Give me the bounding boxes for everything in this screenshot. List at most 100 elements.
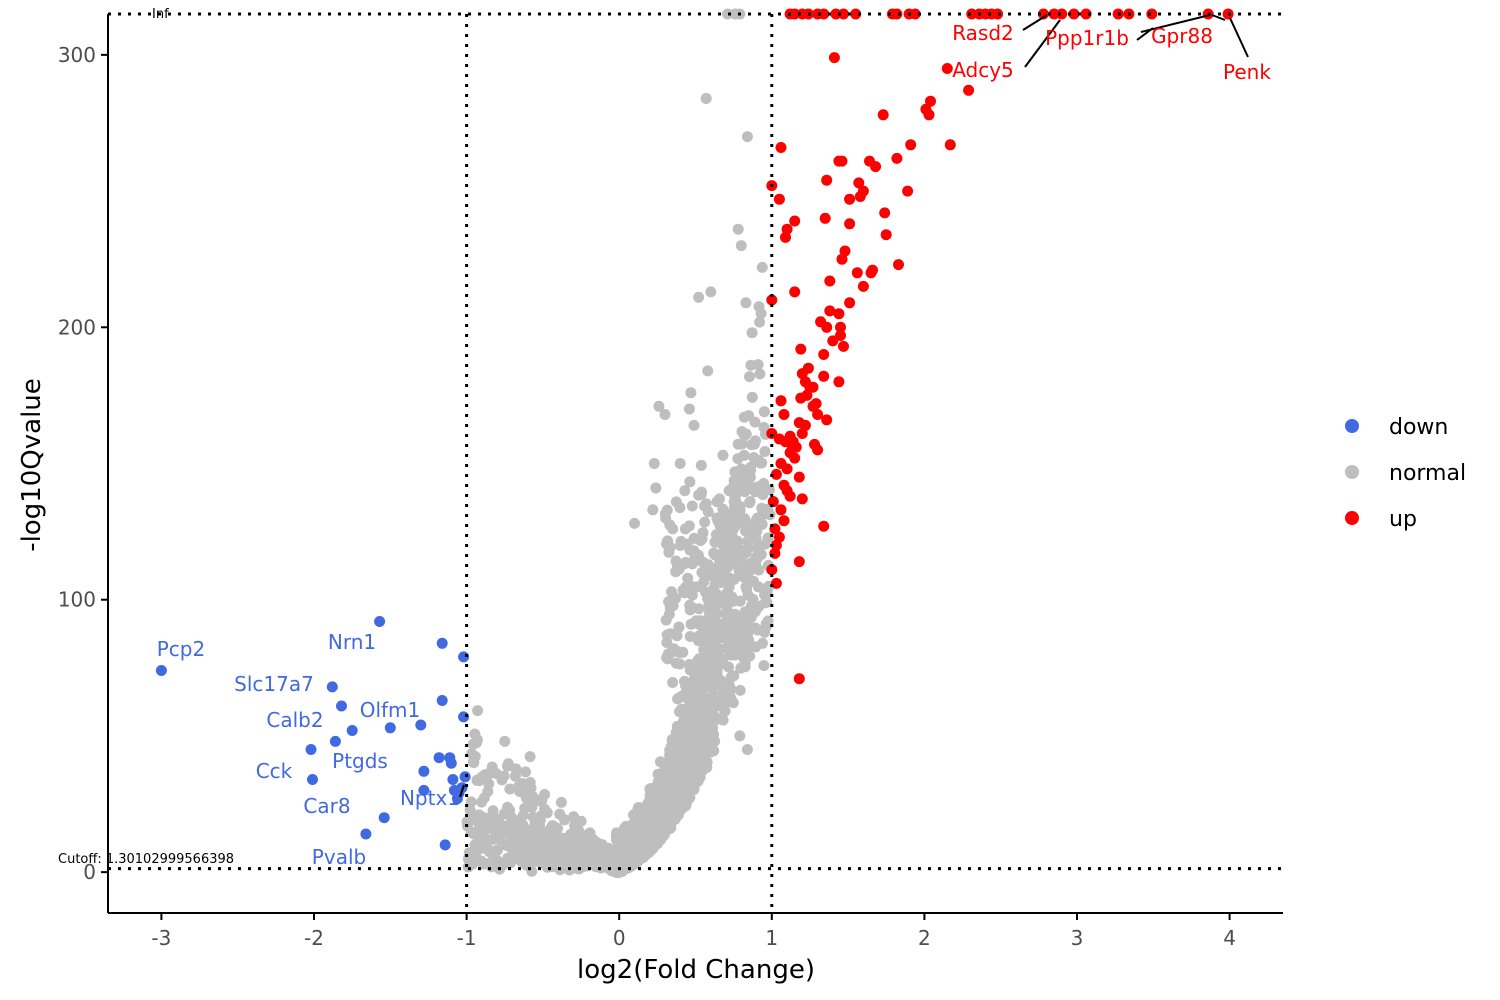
- normal-point: [685, 387, 697, 399]
- normal-point: [755, 549, 767, 560]
- up-point: [775, 395, 787, 407]
- normal-point: [728, 573, 740, 585]
- normal-point: [499, 735, 511, 747]
- gene-label: Slc17a7: [234, 672, 314, 696]
- gene-label: Gpr88: [1151, 24, 1213, 48]
- up-point: [925, 95, 936, 107]
- normal-point: [678, 738, 690, 750]
- normal-point: [555, 796, 567, 808]
- normal-point: [654, 806, 666, 818]
- x-tick-label: 1: [765, 926, 778, 950]
- gene-label: Pcp2: [157, 637, 205, 661]
- normal-point: [725, 649, 737, 661]
- down-point: [418, 765, 430, 777]
- normal-point: [702, 506, 714, 518]
- up-point: [857, 280, 869, 292]
- normal-point: [652, 768, 664, 780]
- normal-point: [738, 411, 750, 423]
- down-point: [384, 722, 396, 734]
- normal-point: [545, 847, 557, 859]
- up-point: [775, 142, 787, 153]
- normal-point: [523, 786, 535, 798]
- normal-point: [732, 517, 744, 529]
- gene-label: Nptx1: [400, 786, 460, 810]
- normal-point: [685, 722, 697, 734]
- down-point: [307, 774, 318, 785]
- normal-point: [489, 823, 501, 835]
- normal-point: [688, 419, 700, 431]
- normal-point: [653, 400, 665, 412]
- normal-point: [632, 802, 644, 814]
- normal-point: [529, 821, 540, 833]
- up-point: [766, 294, 778, 306]
- normal-point: [744, 371, 755, 383]
- up-point: [818, 8, 830, 20]
- normal-point: [518, 832, 530, 844]
- normal-point: [563, 840, 575, 852]
- normal-point: [698, 644, 710, 656]
- normal-point: [686, 589, 698, 601]
- down-point: [436, 637, 448, 649]
- up-point: [1068, 8, 1080, 20]
- normal-point: [530, 813, 542, 824]
- normal-point: [671, 630, 683, 642]
- label-leader-line: [459, 784, 465, 798]
- normal-point: [744, 650, 756, 662]
- normal-point: [506, 815, 518, 827]
- normal-point: [648, 458, 660, 469]
- normal-point: [754, 316, 766, 328]
- normal-point: [731, 552, 743, 564]
- normal-point: [608, 859, 620, 871]
- up-point: [879, 207, 891, 219]
- cutoff-label: Cutoff: 1.30102999566398: [58, 852, 234, 867]
- down-point: [360, 828, 372, 840]
- down-point: [436, 695, 448, 706]
- normal-point: [757, 637, 768, 649]
- up-point: [781, 223, 793, 235]
- normal-point: [688, 556, 700, 568]
- normal-point: [587, 833, 599, 845]
- up-point: [833, 376, 845, 388]
- normal-point: [728, 617, 740, 629]
- up-point: [992, 8, 1004, 20]
- axes: [107, 14, 1283, 914]
- up-point: [789, 8, 801, 20]
- down-point: [439, 839, 451, 851]
- normal-point: [666, 586, 677, 598]
- normal-point: [684, 604, 696, 616]
- up-point: [766, 428, 778, 439]
- normal-point: [575, 815, 587, 827]
- normal-point: [746, 439, 757, 451]
- normal-point: [654, 781, 666, 793]
- normal-point: [677, 795, 689, 807]
- label-leader-line: [1022, 14, 1048, 31]
- down-point: [447, 774, 459, 785]
- normal-point: [714, 493, 725, 505]
- normal-point: [748, 575, 759, 587]
- normal-point: [486, 861, 497, 873]
- normal-point: [662, 648, 674, 660]
- normal-point: [738, 565, 750, 577]
- up-point: [830, 8, 842, 20]
- normal-point: [694, 753, 706, 764]
- normal-point: [693, 693, 705, 705]
- up-point: [812, 444, 824, 456]
- normal-point: [760, 597, 771, 609]
- normal-point: [752, 540, 764, 552]
- normal-point: [757, 508, 769, 520]
- down-point: [445, 757, 457, 769]
- up-point: [824, 275, 836, 287]
- normal-point: [682, 572, 694, 584]
- normal-point: [499, 826, 511, 838]
- gene-label: Pvalb: [312, 845, 366, 869]
- y-tick-label: 0: [83, 860, 96, 884]
- normal-point: [688, 545, 700, 557]
- normal-point: [471, 774, 483, 786]
- normal-point: [636, 836, 648, 848]
- normal-point: [752, 359, 764, 371]
- normal-point: [759, 446, 771, 457]
- up-point: [766, 564, 778, 576]
- down-points: [155, 616, 471, 851]
- legend-key-normal: [1345, 465, 1359, 479]
- label-leader-line: [1140, 14, 1211, 33]
